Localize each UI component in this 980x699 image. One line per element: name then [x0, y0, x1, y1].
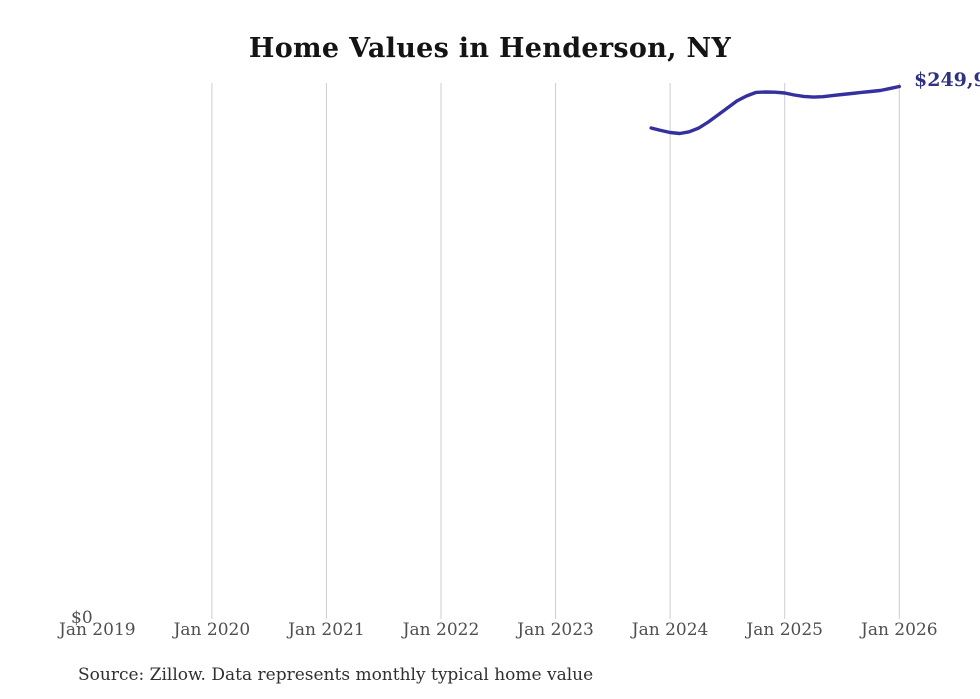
x-tick-label: Jan 2022 — [402, 620, 480, 640]
home-value-series-line — [649, 84, 901, 136]
x-tick-label: Jan 2020 — [173, 620, 251, 640]
source-note: Source: Zillow. Data represents monthly … — [78, 665, 594, 685]
x-tick-label: Jan 2019 — [59, 620, 136, 640]
y-axis-zero-label: $0 — [71, 608, 93, 628]
chart-title: Home Values in Henderson, NY — [248, 33, 732, 64]
x-tick-label: Jan 2021 — [288, 620, 365, 640]
x-tick-label: Jan 2025 — [746, 620, 823, 640]
x-tick-label: Jan 2023 — [517, 620, 594, 640]
x-tick-label: Jan 2024 — [631, 620, 709, 640]
x-tick-label: Jan 2026 — [861, 620, 938, 640]
end-value-label: $249,970 — [914, 69, 980, 91]
